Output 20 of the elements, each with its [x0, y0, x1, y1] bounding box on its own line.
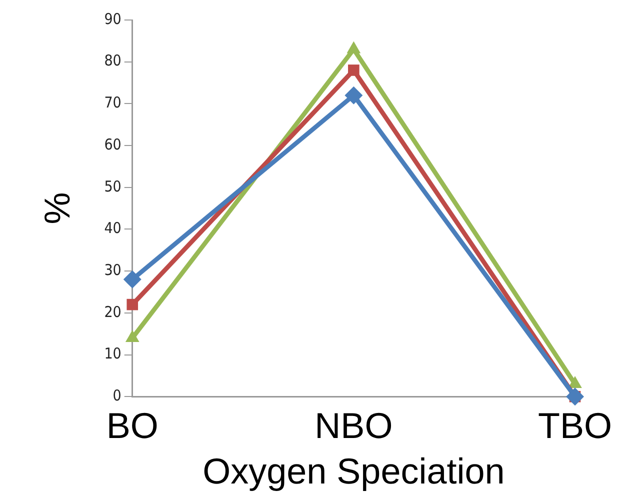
y-axis-title: % [36, 192, 78, 224]
point [348, 64, 360, 76]
point [344, 86, 363, 104]
x-axis-title: Oxygen Speciation [202, 450, 505, 492]
y-tick-label: 20 [104, 302, 122, 321]
y-tick-label: 60 [104, 135, 122, 154]
y-tick-label: 90 [104, 10, 122, 28]
y-tick-label: 30 [104, 260, 122, 279]
y-tick-label: 80 [104, 52, 122, 70]
y-tick-label: 70 [104, 94, 122, 112]
point [566, 388, 584, 406]
point [123, 270, 142, 288]
x-tick-label: TBO [538, 405, 612, 446]
y-tick-label: 10 [104, 344, 122, 363]
y-tick-label: 0 [112, 386, 122, 404]
point [126, 298, 138, 310]
x-tick-label: BO [106, 405, 158, 446]
y-tick-label: 50 [104, 177, 122, 196]
y-tick-label: 40 [104, 219, 122, 238]
x-tick-label: NBO [314, 405, 393, 446]
